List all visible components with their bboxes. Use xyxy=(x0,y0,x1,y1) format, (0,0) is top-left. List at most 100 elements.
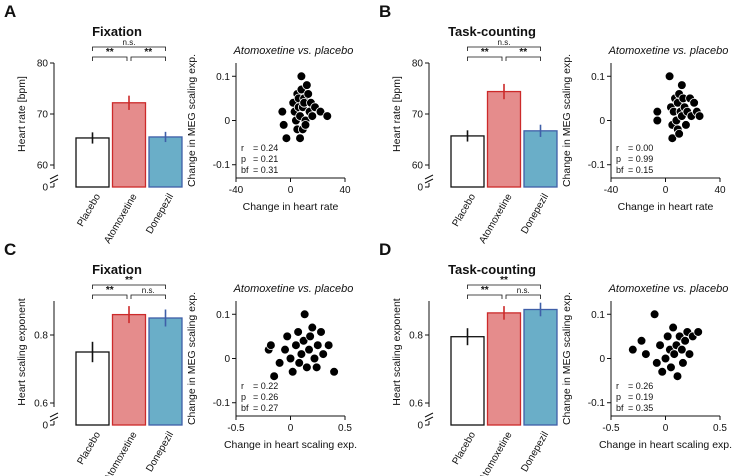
bar-donepezil xyxy=(148,136,183,188)
scatter-x-tick-label: -0.5 xyxy=(602,423,620,434)
scatter-x-tick-label: -40 xyxy=(604,185,619,196)
axis-break-mark xyxy=(49,416,59,422)
scatter-y-tick-label: -0.1 xyxy=(213,398,231,409)
stat-key: p xyxy=(241,392,246,402)
scatter-point xyxy=(652,106,663,117)
scatter-point xyxy=(318,349,329,359)
scatter-x-tick-label: 0 xyxy=(663,423,669,434)
scatter-point xyxy=(674,128,684,139)
scatter-point xyxy=(304,344,314,355)
stat-key: r xyxy=(616,143,619,153)
axis-break-mark xyxy=(49,412,59,418)
scatter-point xyxy=(315,106,326,117)
bar-category-label: Donepezil xyxy=(144,430,176,474)
stat-key: r xyxy=(241,381,244,391)
scatter-y-label: Change in MEG scaling exp. xyxy=(561,54,573,187)
scatter-point xyxy=(669,349,680,359)
bar-y-tick-label: 60 xyxy=(37,161,49,172)
stat-value: = 0.35 xyxy=(628,403,653,413)
scatter-point xyxy=(282,331,293,342)
scatter-point xyxy=(307,322,318,333)
significance-label: ** xyxy=(481,47,489,58)
scatter-point xyxy=(294,358,305,368)
stat-value: = 0.19 xyxy=(628,392,653,402)
stat-value: = 0.31 xyxy=(253,165,278,175)
stat-key: r xyxy=(616,381,619,391)
scatter-point xyxy=(667,133,678,143)
panel-label-d: D xyxy=(379,240,391,259)
significance-label: n.s. xyxy=(123,38,136,47)
scatter-point xyxy=(627,344,638,355)
significance-bracket xyxy=(467,56,503,61)
stat-value: = 0.24 xyxy=(253,143,278,153)
stat-value: = 0.99 xyxy=(628,154,653,164)
significance-bracket xyxy=(92,46,166,51)
panel-title-d: Task-counting xyxy=(448,262,536,277)
bar-category-label: Placebo xyxy=(451,430,479,467)
scatter-x-label: Change in heart scaling exp. xyxy=(599,439,732,451)
scatter-y-tick-label: -0.1 xyxy=(588,160,606,171)
panel-D: D Task-counting 0.6 0.8 0 Heart scaling expon… xyxy=(379,240,732,476)
bar-placebo xyxy=(75,351,110,426)
scatter-point xyxy=(668,322,678,333)
scatter-point xyxy=(323,340,334,351)
significance-label: n.s. xyxy=(498,38,511,47)
bar-y-tick-label: 0 xyxy=(42,421,48,432)
scatter-point xyxy=(680,336,690,346)
scatter-point xyxy=(677,80,687,90)
scatter-x-tick-label: -0.5 xyxy=(227,423,245,434)
scatter-point xyxy=(296,349,307,359)
scatter-y-tick-label: 0.1 xyxy=(591,310,605,321)
stat-value: = 0.22 xyxy=(253,381,278,391)
significance-label: ** xyxy=(106,47,114,58)
panel-label-b: B xyxy=(379,2,391,21)
scatter-x-tick-label: 40 xyxy=(339,185,351,196)
scatter-point xyxy=(649,309,660,320)
scatter-point xyxy=(287,366,298,377)
significance-label: ** xyxy=(500,275,508,286)
bar-placebo xyxy=(450,135,485,188)
stat-key: p xyxy=(241,154,246,164)
scatter-point xyxy=(269,371,279,381)
scatter-x-tick-label: 40 xyxy=(714,185,726,196)
scatter-point xyxy=(291,340,301,351)
scatter-x-tick-label: -40 xyxy=(229,185,244,196)
stat-value: = 0.26 xyxy=(253,392,278,402)
axis-break-mark xyxy=(424,412,434,418)
stat-key: p xyxy=(616,154,621,164)
significance-bracket xyxy=(467,284,541,289)
bar-category-label: Donepezil xyxy=(144,192,176,236)
scatter-point xyxy=(312,340,323,351)
scatter-point xyxy=(278,120,289,130)
scatter-point xyxy=(293,327,303,337)
scatter-point xyxy=(689,98,699,108)
scatter-point xyxy=(677,344,687,355)
scatter-point xyxy=(298,336,309,346)
scatter-x-tick-label: 0 xyxy=(663,185,669,196)
scatter-y-tick-label: 0 xyxy=(224,116,230,127)
bar-y-tick-label: 0 xyxy=(417,421,423,432)
scatter-point xyxy=(652,115,663,126)
scatter-x-label: Change in heart rate xyxy=(618,201,714,213)
axis-break-mark xyxy=(424,416,434,422)
scatter-point xyxy=(280,344,290,355)
significance-label: ** xyxy=(106,285,114,296)
significance-bracket xyxy=(467,46,541,51)
scatter-point xyxy=(296,71,307,82)
scatter-point xyxy=(329,366,339,377)
bar-y-label: Heart scaling exponent xyxy=(391,298,403,405)
scatter-point xyxy=(307,111,318,121)
stat-key: bf xyxy=(241,403,249,413)
scatter-y-tick-label: 0.1 xyxy=(216,310,230,321)
panel-label-a: A xyxy=(4,2,16,21)
panel-title-c: Fixation xyxy=(92,262,142,277)
significance-bracket xyxy=(92,294,128,299)
bar-category-label: Atomoxetine xyxy=(477,192,515,246)
scatter-point xyxy=(316,327,326,337)
significance-bracket xyxy=(130,56,166,61)
scatter-point xyxy=(660,353,671,364)
bar-y-tick-label: 0 xyxy=(417,183,423,194)
significance-label: ** xyxy=(144,47,152,58)
bar-y-label: Heart rate [bpm] xyxy=(391,76,403,152)
stat-value: = 0.26 xyxy=(628,381,653,391)
